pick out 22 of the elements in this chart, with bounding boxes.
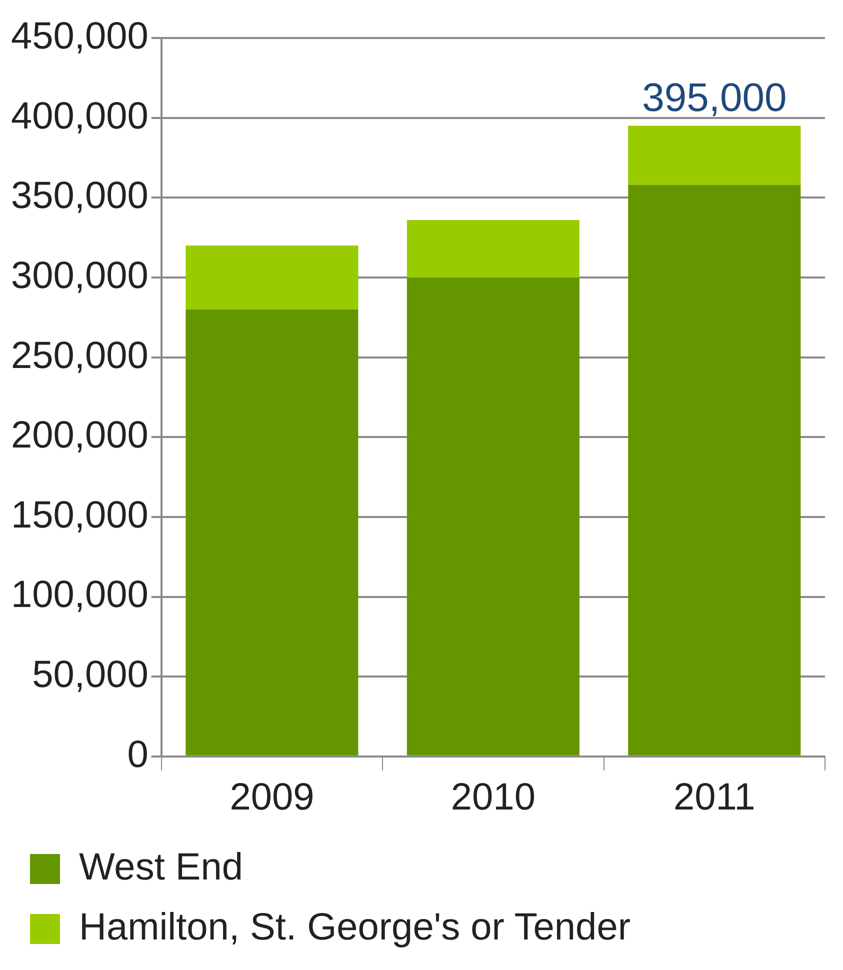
bar <box>628 184 801 756</box>
y-tick-label: 50,000 <box>32 654 148 696</box>
bar <box>186 246 358 310</box>
y-tick-label: 150,000 <box>10 494 148 536</box>
bar <box>186 309 358 756</box>
legend-label: West End <box>79 846 244 888</box>
y-tick-label: 250,000 <box>10 334 148 377</box>
y-tick-label: 400,000 <box>10 95 148 138</box>
y-tick-label: 350,000 <box>10 175 148 218</box>
legend-label: Hamilton, St. George's or Tender <box>79 906 631 948</box>
y-tick-label: 0 <box>127 734 148 776</box>
x-tick-label: 2009 <box>230 776 314 819</box>
annotation: 395,000 <box>642 76 787 120</box>
y-tick-label: 300,000 <box>10 254 148 297</box>
bar <box>406 277 580 756</box>
bar <box>406 220 580 278</box>
y-tick-label: 100,000 <box>10 574 148 616</box>
x-tick-label: 2010 <box>450 776 536 819</box>
y-tick-label: 200,000 <box>10 414 148 457</box>
bar <box>628 126 801 185</box>
y-tick-label: 450,000 <box>10 15 148 58</box>
x-tick-label: 2011 <box>674 776 756 819</box>
